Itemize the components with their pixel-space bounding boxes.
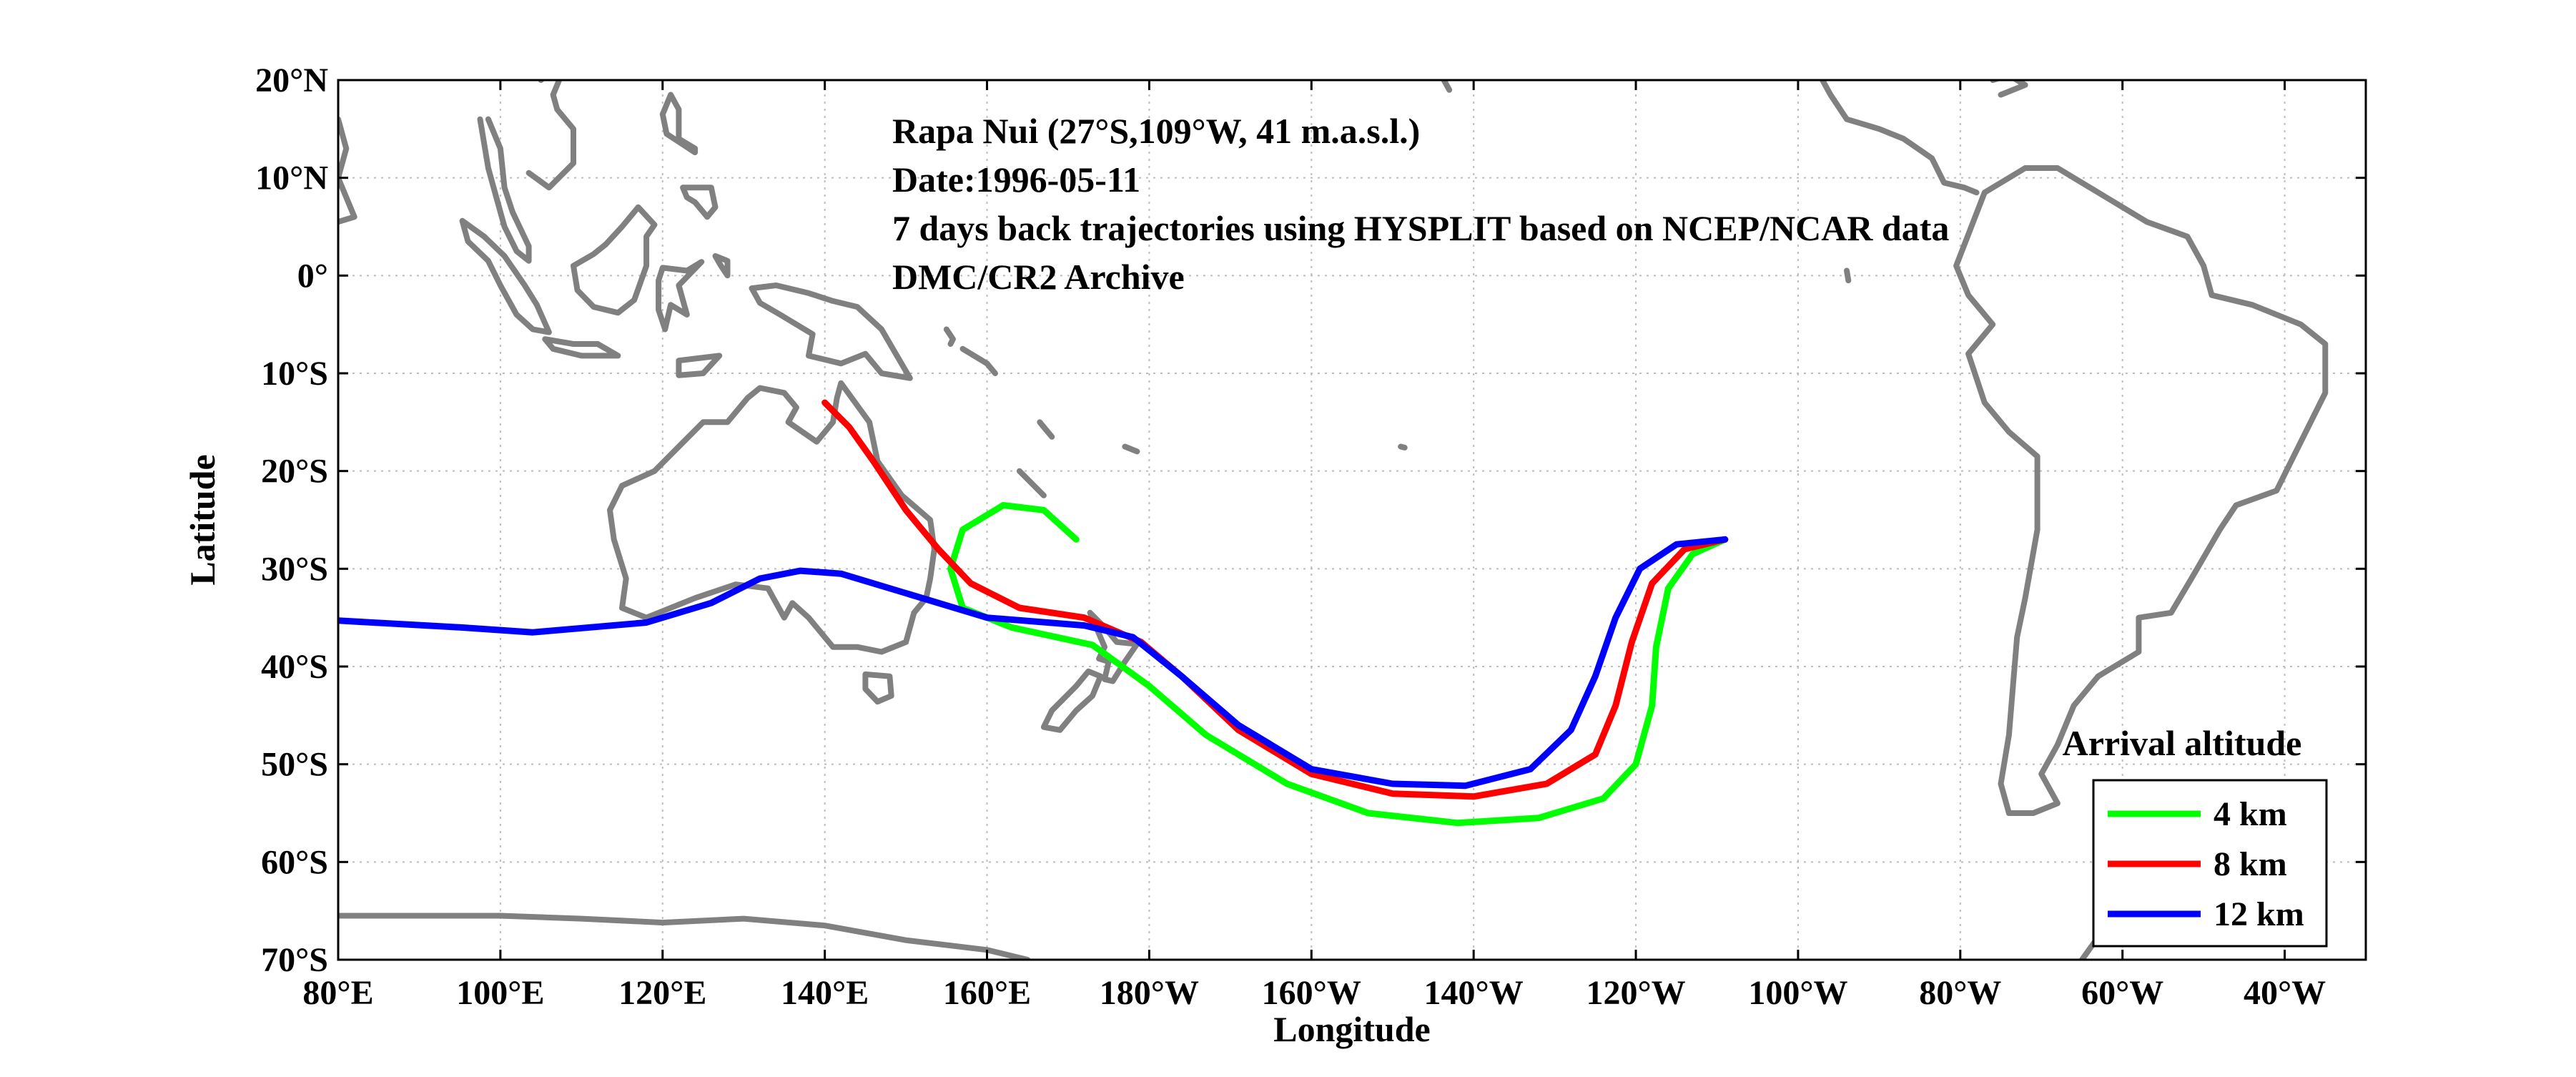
y-tick-label: 60°S [261, 843, 328, 881]
x-tick-label: 140°W [1424, 974, 1524, 1012]
coastline [1016, 468, 1047, 498]
x-tick-label: 80°W [1919, 974, 2001, 1012]
y-tick-label: 20°S [261, 453, 328, 491]
coastline [1040, 668, 1104, 733]
x-tick-label: 120°W [1586, 974, 1685, 1012]
trajectory-layer [338, 399, 1729, 827]
legend-label: 12 km [2214, 895, 2304, 933]
coastline [477, 116, 532, 264]
x-axis-title: Longitude [1273, 1009, 1431, 1049]
coastline [1990, 80, 2028, 98]
coastline [1844, 267, 1852, 284]
annotation-line: Rapa Nui (27°S,109°W, 41 m.a.s.l.) [892, 111, 1420, 151]
y-tick-label: 0° [297, 257, 328, 295]
coastline [1820, 80, 1980, 196]
coastline [525, 80, 576, 191]
x-tick-label: 40°W [2244, 974, 2326, 1012]
x-tick-label: 120°E [618, 974, 706, 1012]
legend-title: Arrival altitude [2063, 723, 2302, 763]
x-tick-label: 160°E [943, 974, 1031, 1012]
y-tick-label: 40°S [261, 648, 328, 686]
coastline-layer [338, 80, 2329, 960]
coastline [607, 380, 937, 655]
coastline [959, 345, 998, 376]
x-tick-label: 60°W [2081, 974, 2163, 1012]
x-tick-label: 180°W [1100, 974, 1199, 1012]
tick-layer: 80°E 100°E 120°E 140°E 160°E 180°W 160°W 140°W 1… [255, 62, 2366, 1012]
x-tick-label: 160°W [1262, 974, 1361, 1012]
y-axis-title: Latitude [182, 454, 222, 585]
coastline [338, 116, 357, 225]
y-tick-label: 10°S [261, 355, 328, 393]
legend-label: 4 km [2214, 795, 2287, 833]
coastline [338, 913, 1031, 960]
annotation-line: 7 days back trajectories using HYSPLIT b… [892, 208, 1949, 248]
y-tick-label: 70°S [261, 941, 328, 979]
coastline [1398, 443, 1408, 451]
trajectory-line-8-km [821, 399, 1729, 800]
annotation-line: Date:1996-05-11 [892, 159, 1140, 200]
trajectory-line-12-km [338, 536, 1729, 790]
plot-frame [337, 79, 2367, 961]
y-tick-label: 10°N [255, 159, 328, 197]
coastline [659, 92, 699, 156]
annotation-layer: Rapa Nui (27°S,109°W, 41 m.a.s.l.) Date:1… [892, 111, 1949, 297]
coastline [656, 259, 705, 333]
coastline [1440, 80, 1453, 93]
x-tick-label: 100°W [1748, 974, 1847, 1012]
coastline [676, 353, 723, 378]
legend: Arrival altitude 4 km 8 km 12 km [2063, 723, 2328, 948]
legend-label: 8 km [2214, 845, 2287, 883]
coastline [542, 336, 621, 359]
coastline [943, 326, 956, 347]
coastline [1122, 443, 1140, 455]
y-tick-label: 20°N [255, 62, 328, 99]
annotation-line: DMC/CR2 Archive [892, 257, 1185, 297]
coastline [680, 185, 719, 220]
x-tick-label: 140°E [781, 974, 869, 1012]
coastline [1953, 165, 2329, 816]
trajectory-line-4-km [947, 502, 1729, 827]
coastline [571, 204, 658, 316]
y-tick-label: 50°S [261, 746, 328, 784]
coastline [712, 253, 731, 279]
x-tick-label: 100°E [456, 974, 544, 1012]
coastline [459, 217, 552, 335]
x-tick-label: 80°E [302, 974, 373, 1012]
coastline [862, 671, 894, 705]
coastline [1037, 419, 1055, 440]
y-tick-label: 30°S [261, 550, 328, 588]
coastline [749, 282, 913, 381]
